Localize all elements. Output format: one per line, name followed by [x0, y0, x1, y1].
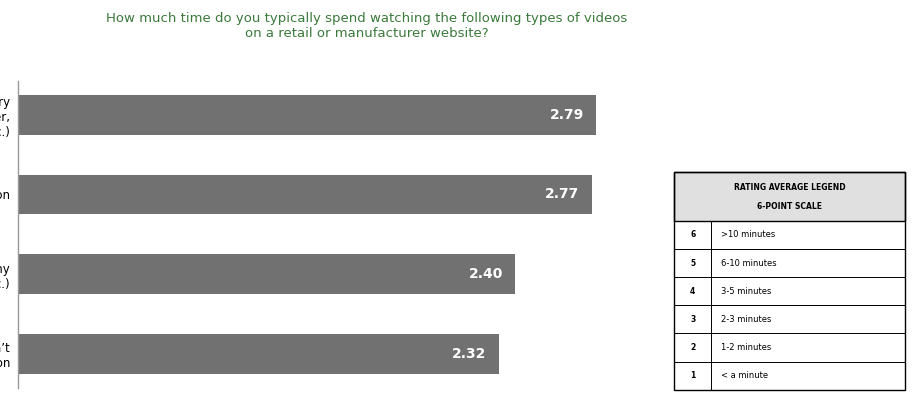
Text: 6: 6	[691, 230, 695, 239]
Text: 6-10 minutes: 6-10 minutes	[721, 259, 777, 267]
Text: 2-3 minutes: 2-3 minutes	[721, 315, 771, 324]
Text: 4: 4	[691, 287, 695, 296]
Text: 2: 2	[691, 343, 695, 352]
Text: 1: 1	[691, 371, 695, 380]
Bar	[18, 254, 515, 294]
Text: 3: 3	[691, 315, 695, 324]
Text: >10 minutes: >10 minutes	[721, 230, 775, 239]
Text: RATING AVERAGE LEGEND: RATING AVERAGE LEGEND	[734, 183, 845, 192]
Bar	[18, 334, 499, 374]
Text: 5: 5	[691, 259, 695, 267]
Bar	[18, 175, 591, 215]
Text: < a minute: < a minute	[721, 371, 768, 380]
Text: 2.77: 2.77	[546, 187, 580, 202]
Text: 2.32: 2.32	[452, 347, 486, 361]
Text: 6-POINT SCALE: 6-POINT SCALE	[757, 202, 823, 210]
Bar	[18, 95, 596, 135]
Text: How much time do you typically spend watching the following types of videos
on a: How much time do you typically spend wat…	[106, 12, 627, 40]
Text: 1-2 minutes: 1-2 minutes	[721, 343, 771, 352]
Text: 2.79: 2.79	[549, 108, 583, 122]
Text: 3-5 minutes: 3-5 minutes	[721, 287, 771, 296]
Text: 2.40: 2.40	[469, 267, 503, 281]
Bar	[674, 172, 905, 221]
